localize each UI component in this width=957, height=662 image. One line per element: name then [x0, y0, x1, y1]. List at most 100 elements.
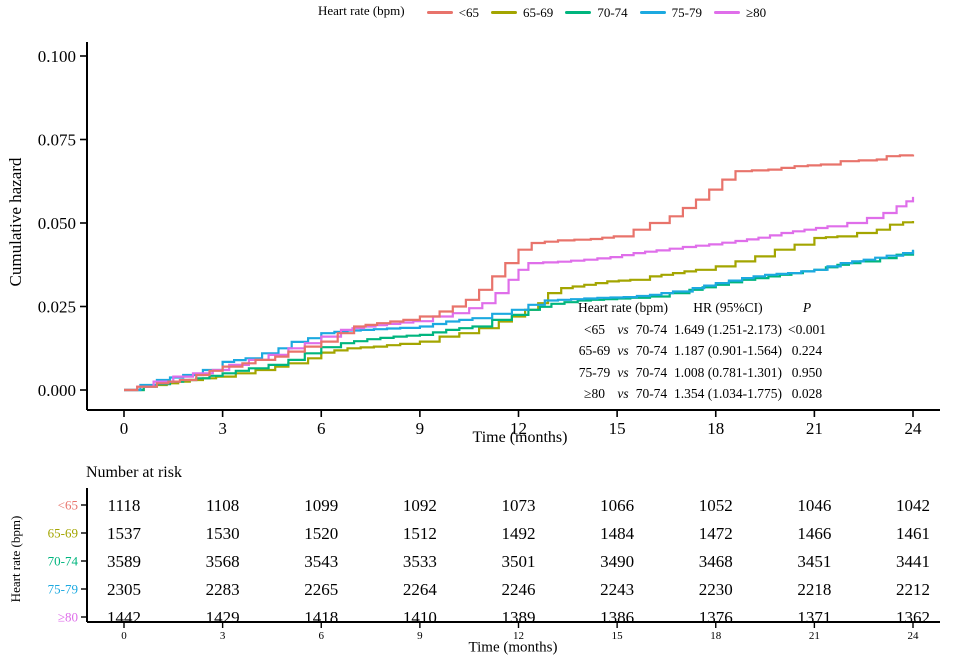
risk-count: 2264	[403, 580, 438, 599]
risk-row-label: 70-74	[48, 554, 79, 569]
x-tick-label: 18	[707, 419, 724, 438]
risk-count: 1066	[600, 496, 634, 515]
legend-item-label: 75-79	[671, 4, 702, 20]
legend-item-3: 75-79	[639, 4, 702, 21]
curve-80	[124, 196, 915, 392]
inset-row-3: ≥80 vs 70-74 1.354 (1.034-1.775) 0.028	[575, 383, 829, 405]
y-tick-label: 0.050	[38, 214, 76, 233]
risk-x-tick-label: 15	[612, 630, 624, 642]
inset-cell-group: 65-69	[578, 343, 611, 359]
risk-count: 1492	[502, 524, 536, 543]
risk-x-tick-label: 18	[710, 630, 722, 642]
inset-cell-group: <65	[583, 321, 606, 337]
risk-axis-label: Heart rate (bpm)	[8, 515, 23, 603]
risk-count: 1073	[502, 496, 536, 515]
risk-count: 1052	[699, 496, 733, 515]
inset-cell-hr: 1.187 (0.901-1.564)	[673, 343, 782, 359]
risk-x-tick-label: 9	[417, 630, 423, 642]
inset-header-group: Heart rate (bpm)	[578, 300, 668, 315]
risk-count: 1092	[403, 496, 437, 515]
risk-count: 1472	[699, 524, 733, 543]
risk-row-label: 75-79	[48, 582, 78, 597]
risk-count: 1108	[206, 496, 239, 515]
legend: Heart rate (bpm) <65 65-69 70-74 75-79 ≥80	[318, 2, 766, 21]
x-tick-label: 0	[120, 419, 129, 438]
legend-item-0: <65	[426, 4, 479, 21]
risk-count: 2243	[600, 580, 634, 599]
inset-cell-group: ≥80	[584, 386, 605, 402]
risk-x-tick-label: 24	[908, 630, 920, 642]
inset-cell-p: 0.224	[791, 343, 823, 359]
risk-count: 1466	[797, 524, 831, 543]
curve-7579	[124, 249, 915, 392]
risk-count: 1429	[206, 608, 240, 627]
x-tick-label: 3	[218, 419, 227, 438]
legend-item-2: 70-74	[565, 4, 628, 21]
risk-count: 1042	[896, 496, 930, 515]
inset-cell-p: <0.001	[787, 321, 826, 337]
risk-count: 1484	[600, 524, 635, 543]
legend-item-label: 70-74	[597, 4, 628, 20]
inset-cell-ref: 70-74	[635, 364, 668, 380]
risk-count: 3589	[107, 552, 141, 571]
risk-count: 2305	[107, 580, 141, 599]
risk-count: 1537	[107, 524, 142, 543]
risk-count: 3468	[699, 552, 733, 571]
risk-count: 1376	[699, 608, 733, 627]
hr-inset-table: Heart rate (bpm) HR (95%CI) P <65 vs 70-74…	[575, 297, 829, 405]
x-tick-label: 12	[510, 419, 527, 438]
x-axis-title: Time (months)	[472, 429, 568, 446]
risk-count: 3451	[797, 552, 831, 571]
inset-cell-p: 0.028	[791, 386, 823, 402]
risk-count: 2218	[797, 580, 831, 599]
y-tick-label: 0.075	[38, 131, 76, 150]
risk-table-title: Number at risk	[86, 464, 182, 481]
legend-item-label: ≥80	[746, 4, 767, 20]
inset-header-p: P	[802, 300, 812, 315]
y-tick-label: 0.025	[38, 298, 76, 317]
risk-count: 1099	[304, 496, 338, 515]
legend-item-label: <65	[458, 4, 479, 20]
risk-count: 2212	[896, 580, 930, 599]
legend-item-1: 65-69	[490, 5, 553, 21]
legend-line-icon	[639, 11, 666, 14]
legend-items: <65 65-69 70-74 75-79 ≥80	[415, 2, 767, 21]
risk-count: 2230	[699, 580, 733, 599]
risk-count: 1386	[600, 608, 634, 627]
y-axis-title: Cumulative hazard	[6, 157, 25, 287]
risk-x-tick-label: 6	[319, 630, 325, 642]
legend-line-icon	[490, 11, 517, 14]
risk-count: 1410	[403, 608, 437, 627]
inset-cell-hr: 1.354 (1.034-1.775)	[673, 386, 782, 402]
risk-count: 1512	[403, 524, 437, 543]
x-tick-label: 15	[609, 419, 626, 438]
inset-cell-p: 0.950	[791, 364, 823, 380]
inset-cell-vs: vs	[617, 343, 629, 359]
risk-count: 1389	[502, 608, 536, 627]
risk-count: 1530	[206, 524, 240, 543]
inset-cell-hr: 1.008 (0.781-1.301)	[673, 364, 782, 380]
inset-cell-group: 75-79	[578, 364, 611, 380]
risk-count: 3490	[600, 552, 634, 571]
inset-cell-hr: 1.649 (1.251-2.173)	[673, 321, 782, 337]
risk-count: 2246	[502, 580, 536, 599]
inset-cell-ref: 70-74	[635, 321, 668, 337]
x-tick-label: 9	[416, 419, 425, 438]
legend-line-icon	[714, 11, 740, 14]
risk-count: 3533	[403, 552, 437, 571]
legend-title: Heart rate (bpm)	[318, 3, 405, 19]
inset-cell-ref: 70-74	[635, 343, 668, 359]
risk-count: 3543	[304, 552, 338, 571]
inset-cell-vs: vs	[617, 364, 629, 380]
risk-row-label: ≥80	[58, 610, 78, 625]
inset-cell-vs: vs	[617, 386, 629, 402]
x-tick-label: 21	[806, 419, 823, 438]
risk-count: 3568	[206, 552, 240, 571]
risk-x-axis-title: Time (months)	[468, 639, 558, 656]
inset-cell-ref: 70-74	[635, 386, 668, 402]
risk-count: 2265	[304, 580, 338, 599]
inset-row-2: 75-79 vs 70-74 1.008 (0.781-1.301) 0.950	[575, 362, 829, 384]
risk-count: 1520	[304, 524, 338, 543]
